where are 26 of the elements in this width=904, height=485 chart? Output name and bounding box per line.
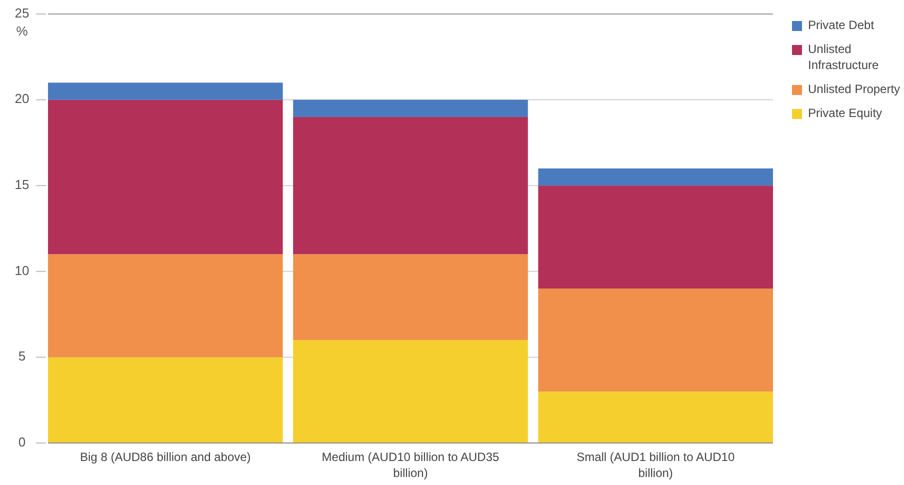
bar	[538, 392, 773, 443]
legend-label: Private Debt	[808, 18, 875, 32]
x-tick-label: Medium (AUD10 billion to AUD35 billion)	[322, 450, 500, 480]
y-tick-label: 0	[18, 434, 26, 450]
bar	[293, 340, 528, 443]
bar	[48, 82, 283, 100]
legend-label: Unlisted Infrastructure	[808, 42, 880, 72]
y-tick-label: 10	[14, 262, 30, 278]
y-tick-label: 15	[14, 177, 30, 192]
y-tick-label: 20	[14, 91, 30, 106]
y-tick-label: 5	[18, 348, 26, 364]
bar	[293, 100, 528, 117]
x-tick-label: Small (AUD1 billion to AUD10 billion)	[576, 450, 735, 480]
bar	[48, 100, 283, 254]
y-axis-title: %	[16, 23, 28, 38]
bar	[538, 288, 773, 392]
legend-label: Private Equity	[808, 106, 882, 120]
bar	[538, 186, 773, 289]
bar	[48, 254, 283, 358]
bar	[293, 116, 528, 254]
bar	[48, 357, 283, 443]
legend-label: Unlisted Property	[808, 82, 900, 96]
bar	[538, 168, 773, 186]
x-tick-label: Big 8 (AUD86 billion and above)	[80, 450, 251, 464]
bar	[293, 254, 528, 340]
y-tick-label: 25	[14, 5, 30, 20]
